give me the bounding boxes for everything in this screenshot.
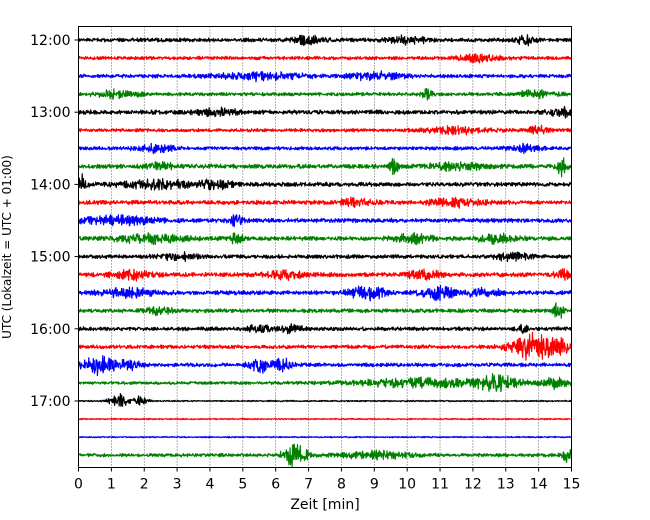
- trace-line: [78, 393, 572, 407]
- trace-line: [77, 443, 573, 468]
- plot-area: [78, 26, 572, 468]
- trace-line: [77, 124, 573, 136]
- y-tick-label: 17:00: [30, 394, 70, 410]
- x-tick-label: 4: [206, 477, 215, 493]
- y-tick-label: 14:00: [30, 177, 70, 193]
- trace-line: [78, 53, 573, 64]
- x-tick-label: 7: [304, 477, 313, 493]
- trace-line: [77, 34, 573, 47]
- trace-line: [77, 105, 573, 119]
- trace-line: [77, 196, 573, 209]
- plot-frame: [78, 26, 572, 468]
- y-tick-label: 15:00: [30, 250, 70, 266]
- x-tick-label: 11: [431, 477, 449, 493]
- trace-line: [77, 251, 573, 263]
- x-tick-label: 15: [563, 477, 581, 493]
- trace-line: [77, 373, 573, 393]
- y-tick-label: 12:00: [30, 33, 70, 49]
- x-axis-title: Zeit [min]: [290, 497, 359, 513]
- x-tick-label: 9: [370, 477, 379, 493]
- trace-line: [77, 284, 573, 302]
- x-tick-label: 10: [398, 477, 416, 493]
- x-tick-label: 1: [107, 477, 116, 493]
- trace-line: [77, 87, 572, 101]
- x-tick-label: 2: [140, 477, 149, 493]
- x-tick-label: 6: [271, 477, 280, 493]
- trace-line: [78, 331, 573, 361]
- trace-line: [78, 417, 572, 421]
- x-tick-label: 3: [173, 477, 182, 493]
- trace-line: [78, 355, 572, 377]
- trace-line: [78, 323, 573, 335]
- trace-line: [78, 142, 573, 155]
- trace-line: [78, 435, 572, 439]
- x-tick-label: 0: [74, 477, 83, 493]
- trace-line: [77, 157, 573, 178]
- trace-line: [78, 302, 573, 319]
- traces: [77, 34, 573, 468]
- y-tick-label: 13:00: [30, 105, 70, 121]
- y-tick-label: 16:00: [30, 322, 70, 338]
- y-axis-title: UTC (Lokalzeit = UTC + 01:00): [0, 155, 14, 339]
- y-axis: 12:00 13:00 14:00 15:00 16:00 17:00: [30, 33, 79, 410]
- x-tick-label: 14: [530, 477, 548, 493]
- x-tick-label: 13: [497, 477, 515, 493]
- x-tick-label: 5: [238, 477, 247, 493]
- trace-line: [77, 173, 573, 191]
- x-axis: 0 1 2 3 4 5 6 7 8 9 10 11 12 13 14 15: [74, 467, 581, 493]
- x-tick-label: 12: [464, 477, 482, 493]
- trace-line: [78, 268, 573, 282]
- x-tick-label: 8: [337, 477, 346, 493]
- trace-line: [77, 214, 573, 228]
- trace-line: [77, 70, 573, 83]
- trace-line: [77, 231, 572, 246]
